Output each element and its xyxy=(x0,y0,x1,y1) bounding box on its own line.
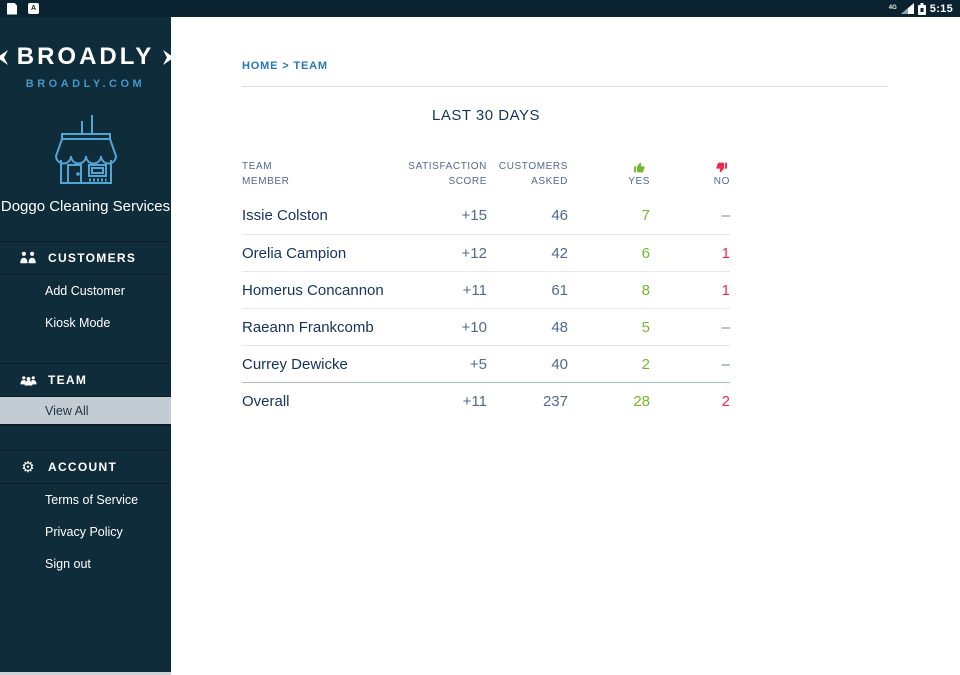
notification-app-icon: A xyxy=(28,3,39,14)
member-name: Currey Dewicke xyxy=(242,355,348,373)
table-row-overall: Overall +11 237 28 2 xyxy=(242,382,730,419)
customers-asked: 46 xyxy=(551,207,568,224)
logo-title: BROADLY xyxy=(16,43,155,70)
battery-icon xyxy=(917,2,926,15)
satisfaction-score: +12 xyxy=(461,244,487,262)
page-title: LAST 30 DAYS xyxy=(432,107,540,124)
yes-count: 6 xyxy=(641,244,650,262)
satisfaction-score: +10 xyxy=(461,318,487,336)
sidebar-item-view-all[interactable]: View All xyxy=(0,397,171,426)
nav-section-team: TEAM View All xyxy=(0,363,171,426)
no-count: – xyxy=(721,318,730,336)
breadcrumb: HOME > TEAM xyxy=(242,60,960,72)
member-name: Overall xyxy=(242,392,290,410)
yes-count: 8 xyxy=(641,281,650,299)
sidebar: BROADLY BROADLY.COM Doggo Cleaning Servi… xyxy=(0,17,171,672)
nav-section-header-customers: CUSTOMERS xyxy=(0,241,171,275)
thumbs-down-icon xyxy=(715,161,728,174)
nav-section-customers: CUSTOMERS Add Customer Kiosk Mode xyxy=(0,241,171,339)
sidebar-item-terms-of-service[interactable]: Terms of Service xyxy=(45,493,139,507)
nav-section-label: CUSTOMERS xyxy=(48,251,137,265)
signal-icon xyxy=(900,3,914,14)
status-notification-icons: A xyxy=(7,2,39,15)
satisfaction-score: +15 xyxy=(461,207,487,224)
sidebar-item-sign-out[interactable]: Sign out xyxy=(45,557,91,571)
member-name: Raeann Frankcomb xyxy=(242,318,374,336)
breadcrumb-separator: > xyxy=(282,60,290,72)
table-row-orelia-campion[interactable]: Orelia Campion +12 42 6 1 xyxy=(242,234,730,271)
storefront-icon xyxy=(54,115,117,184)
yes-count: 28 xyxy=(633,392,650,410)
breadcrumb-home-link[interactable]: HOME xyxy=(242,60,279,72)
breadcrumb-divider xyxy=(242,86,888,87)
no-count: 1 xyxy=(721,244,730,262)
customers-asked: 237 xyxy=(542,392,568,410)
network-type-label: 4G xyxy=(888,4,897,11)
logo-subtitle: BROADLY.COM xyxy=(25,78,146,90)
customers-asked: 48 xyxy=(551,318,568,336)
nav-section-header-account: ⚙ ACCOUNT xyxy=(0,450,171,484)
header-satisfaction-score: SATISFACTION SCORE xyxy=(408,161,487,187)
nav-section-label: TEAM xyxy=(48,373,88,387)
header-customers-asked: CUSTOMERS ASKED xyxy=(498,161,568,187)
sidebar-item-kiosk-mode[interactable]: Kiosk Mode xyxy=(45,316,111,330)
no-count: 2 xyxy=(721,392,730,410)
member-name: Issie Colston xyxy=(242,207,328,224)
sidebar-item-privacy-policy[interactable]: Privacy Policy xyxy=(45,525,123,539)
gear-icon: ⚙ xyxy=(21,458,35,476)
sidebar-bottom-edge xyxy=(0,672,171,675)
table-header-row: TEAM MEMBER SATISFACTION SCORE CUSTOMERS… xyxy=(242,160,730,197)
member-name: Homerus Concannon xyxy=(242,281,384,299)
business-name: Doggo Cleaning Services xyxy=(0,198,171,215)
no-count: 1 xyxy=(721,281,730,299)
yes-count: 5 xyxy=(641,318,650,336)
table-row-homerus-concannon[interactable]: Homerus Concannon +11 61 8 1 xyxy=(242,271,730,308)
status-bar: A 4G 5:15 xyxy=(0,0,960,17)
satisfaction-score: +5 xyxy=(469,355,487,373)
member-name: Orelia Campion xyxy=(242,244,347,262)
nav-section-account: ⚙ ACCOUNT Terms of Service Privacy Policy Si… xyxy=(0,450,171,580)
no-count: – xyxy=(721,355,730,373)
yes-count: 2 xyxy=(641,355,650,373)
thumbs-up-icon xyxy=(633,161,646,174)
table-body: Issie Colston +15 46 7 – Orelia Campion +12 42 6… xyxy=(242,197,730,419)
nav-section-header-team: TEAM xyxy=(0,363,171,397)
satisfaction-score: +11 xyxy=(462,392,487,410)
header-team-member: TEAM MEMBER xyxy=(242,161,290,187)
broadly-logo: BROADLY xyxy=(0,43,171,71)
sidebar-item-add-customer[interactable]: Add Customer xyxy=(45,284,125,298)
breadcrumb-team-link[interactable]: TEAM xyxy=(293,60,328,72)
clock: 5:15 xyxy=(929,2,953,15)
header-no: NO xyxy=(650,161,730,190)
customers-icon xyxy=(17,251,39,265)
team-icon xyxy=(17,373,39,387)
no-count: – xyxy=(721,207,730,224)
table-row-issie-colston[interactable]: Issie Colston +15 46 7 – xyxy=(242,197,730,234)
customers-asked: 40 xyxy=(551,355,568,373)
logo-left-arrow-icon xyxy=(0,49,8,65)
notification-file-icon xyxy=(7,2,17,15)
satisfaction-score: +11 xyxy=(462,281,487,299)
customers-asked: 61 xyxy=(551,281,568,299)
logo-right-arrow-icon xyxy=(163,49,171,65)
table-row-raeann-frankcomb[interactable]: Raeann Frankcomb +10 48 5 – xyxy=(242,308,730,345)
main-content: HOME > TEAM LAST 30 DAYS TEAM MEMBER SATIS… xyxy=(171,17,960,675)
yes-count: 7 xyxy=(641,207,650,224)
nav-section-label: ACCOUNT xyxy=(48,460,118,474)
table-row-currey-dewicke[interactable]: Currey Dewicke +5 40 2 – xyxy=(242,345,730,382)
header-yes: YES xyxy=(568,161,650,190)
customers-asked: 42 xyxy=(551,244,568,262)
sidebar-sections: CUSTOMERS Add Customer Kiosk Mode TEAM View … xyxy=(0,241,171,580)
team-stats-table: TEAM MEMBER SATISFACTION SCORE CUSTOMERS… xyxy=(242,160,730,419)
